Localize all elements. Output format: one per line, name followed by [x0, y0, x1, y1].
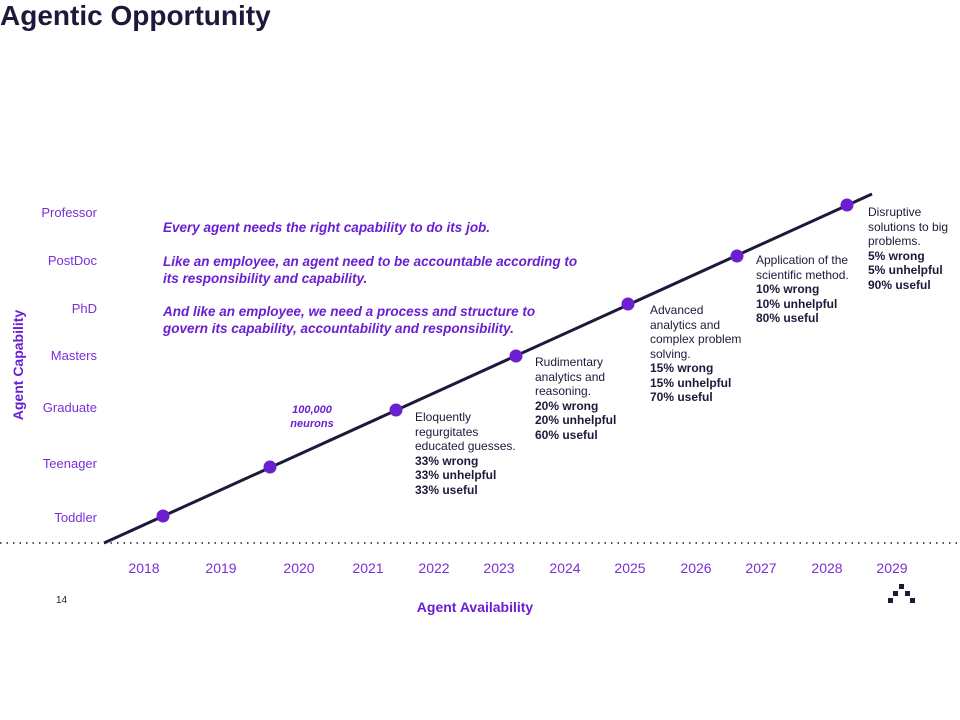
x-year-2028: 2028 [811, 560, 843, 576]
milestone-stat-useful: 80% useful [756, 311, 819, 325]
milestone-desc: analytics and [535, 369, 606, 384]
milestone-stat-useful: 60% useful [535, 427, 598, 442]
milestone-desc: solving. [650, 346, 691, 361]
milestone-desc: analytics and [650, 317, 721, 332]
x-year-2025: 2025 [614, 560, 646, 576]
milestone-stat-useful: 90% useful [868, 277, 931, 292]
dot-graduate [389, 403, 403, 417]
milestone-stat-wrong: 10% wrong [756, 282, 820, 296]
dot-postdoc [730, 249, 744, 263]
milestone-stat-unhelpful: 5% unhelpful [868, 263, 943, 277]
milestone-desc: educated guesses. [415, 439, 516, 453]
milestone-stat-unhelpful: 33% unhelpful [415, 468, 497, 482]
x-axis-label: Agent Availability [416, 599, 534, 615]
y-level-phd: PhD [71, 301, 97, 316]
milestone-note-professor: Disruptive solutions to big problems. 5%… [868, 205, 948, 292]
y-axis-label: Agent Capability [10, 309, 26, 421]
page-title: Agentic Opportunity [0, 0, 271, 31]
milestone-stat-wrong: 33% wrong [415, 453, 479, 468]
message-2: Like an employee, an agent need to be ac… [163, 254, 578, 286]
milestone-desc: regurgitates [415, 424, 479, 439]
y-level-toddler: Toddler [54, 510, 97, 525]
x-year-2029: 2029 [876, 560, 908, 576]
milestone-note-postdoc: Application of the scientific method. 10… [756, 253, 849, 326]
x-year-2023: 2023 [483, 560, 515, 576]
milestone-stat-wrong: 5% wrong [868, 248, 925, 263]
milestone-stat-unhelpful: 20% unhelpful [535, 413, 617, 427]
dot-teenager [263, 460, 277, 474]
milestone-desc: reasoning. [535, 384, 592, 398]
milestone-stat-wrong: 15% wrong [650, 361, 714, 375]
dot-professor [840, 198, 854, 212]
x-year-2021: 2021 [352, 560, 384, 576]
milestone-stat-useful: 33% useful [415, 482, 478, 497]
milestone-desc: problems. [868, 234, 921, 248]
trend-line [103, 192, 873, 545]
dot-toddler [156, 509, 170, 523]
y-level-postdoc: PostDoc [47, 253, 97, 268]
y-level-teenager: Teenager [42, 456, 97, 471]
dot-phd [621, 297, 635, 311]
x-year-2024: 2024 [549, 560, 581, 576]
milestone-note-graduate: Eloquently regurgitates educated guesses… [415, 410, 516, 497]
y-level-masters: Masters [50, 348, 97, 363]
neurons-note-line2: neurons [290, 418, 334, 430]
milestone-desc: Rudimentary [535, 355, 604, 369]
capability-dots [156, 198, 854, 523]
x-year-2020: 2020 [283, 560, 315, 576]
milestone-desc: scientific method. [756, 267, 849, 282]
neurons-note-line1: 100,000 [292, 404, 332, 416]
y-level-graduate: Graduate [42, 400, 97, 415]
milestone-stat-unhelpful: 10% unhelpful [756, 296, 838, 311]
milestone-stat-unhelpful: 15% unhelpful [650, 375, 732, 390]
milestone-note-phd: Advanced analytics and complex problem s… [650, 303, 741, 405]
milestone-stat-useful: 70% useful [650, 390, 713, 404]
x-year-2019: 2019 [205, 560, 237, 576]
x-year-2027: 2027 [745, 560, 777, 576]
milestone-desc: complex problem [650, 332, 742, 346]
milestone-stat-wrong: 20% wrong [535, 398, 599, 413]
milestone-desc: Advanced [650, 303, 704, 317]
neurons-note: 100,000 neurons [290, 403, 333, 431]
y-level-professor: Professor [41, 205, 97, 220]
message-1: Every agent needs the right capability t… [163, 220, 491, 235]
dot-masters [509, 349, 523, 363]
x-year-2022: 2022 [418, 560, 450, 576]
milestone-desc: Eloquently [415, 410, 472, 424]
message-3: And like an employee, we need a process … [163, 304, 536, 336]
x-year-2026: 2026 [680, 560, 712, 576]
milestone-desc: Disruptive [868, 205, 922, 219]
x-year-2018: 2018 [128, 560, 160, 576]
brand-logo-icon [888, 584, 915, 603]
milestone-desc: solutions to big [868, 219, 949, 234]
milestone-desc: Application of the [756, 253, 849, 267]
page-number: 14 [56, 595, 68, 606]
milestone-note-masters: Rudimentary analytics and reasoning. 20%… [535, 355, 616, 442]
